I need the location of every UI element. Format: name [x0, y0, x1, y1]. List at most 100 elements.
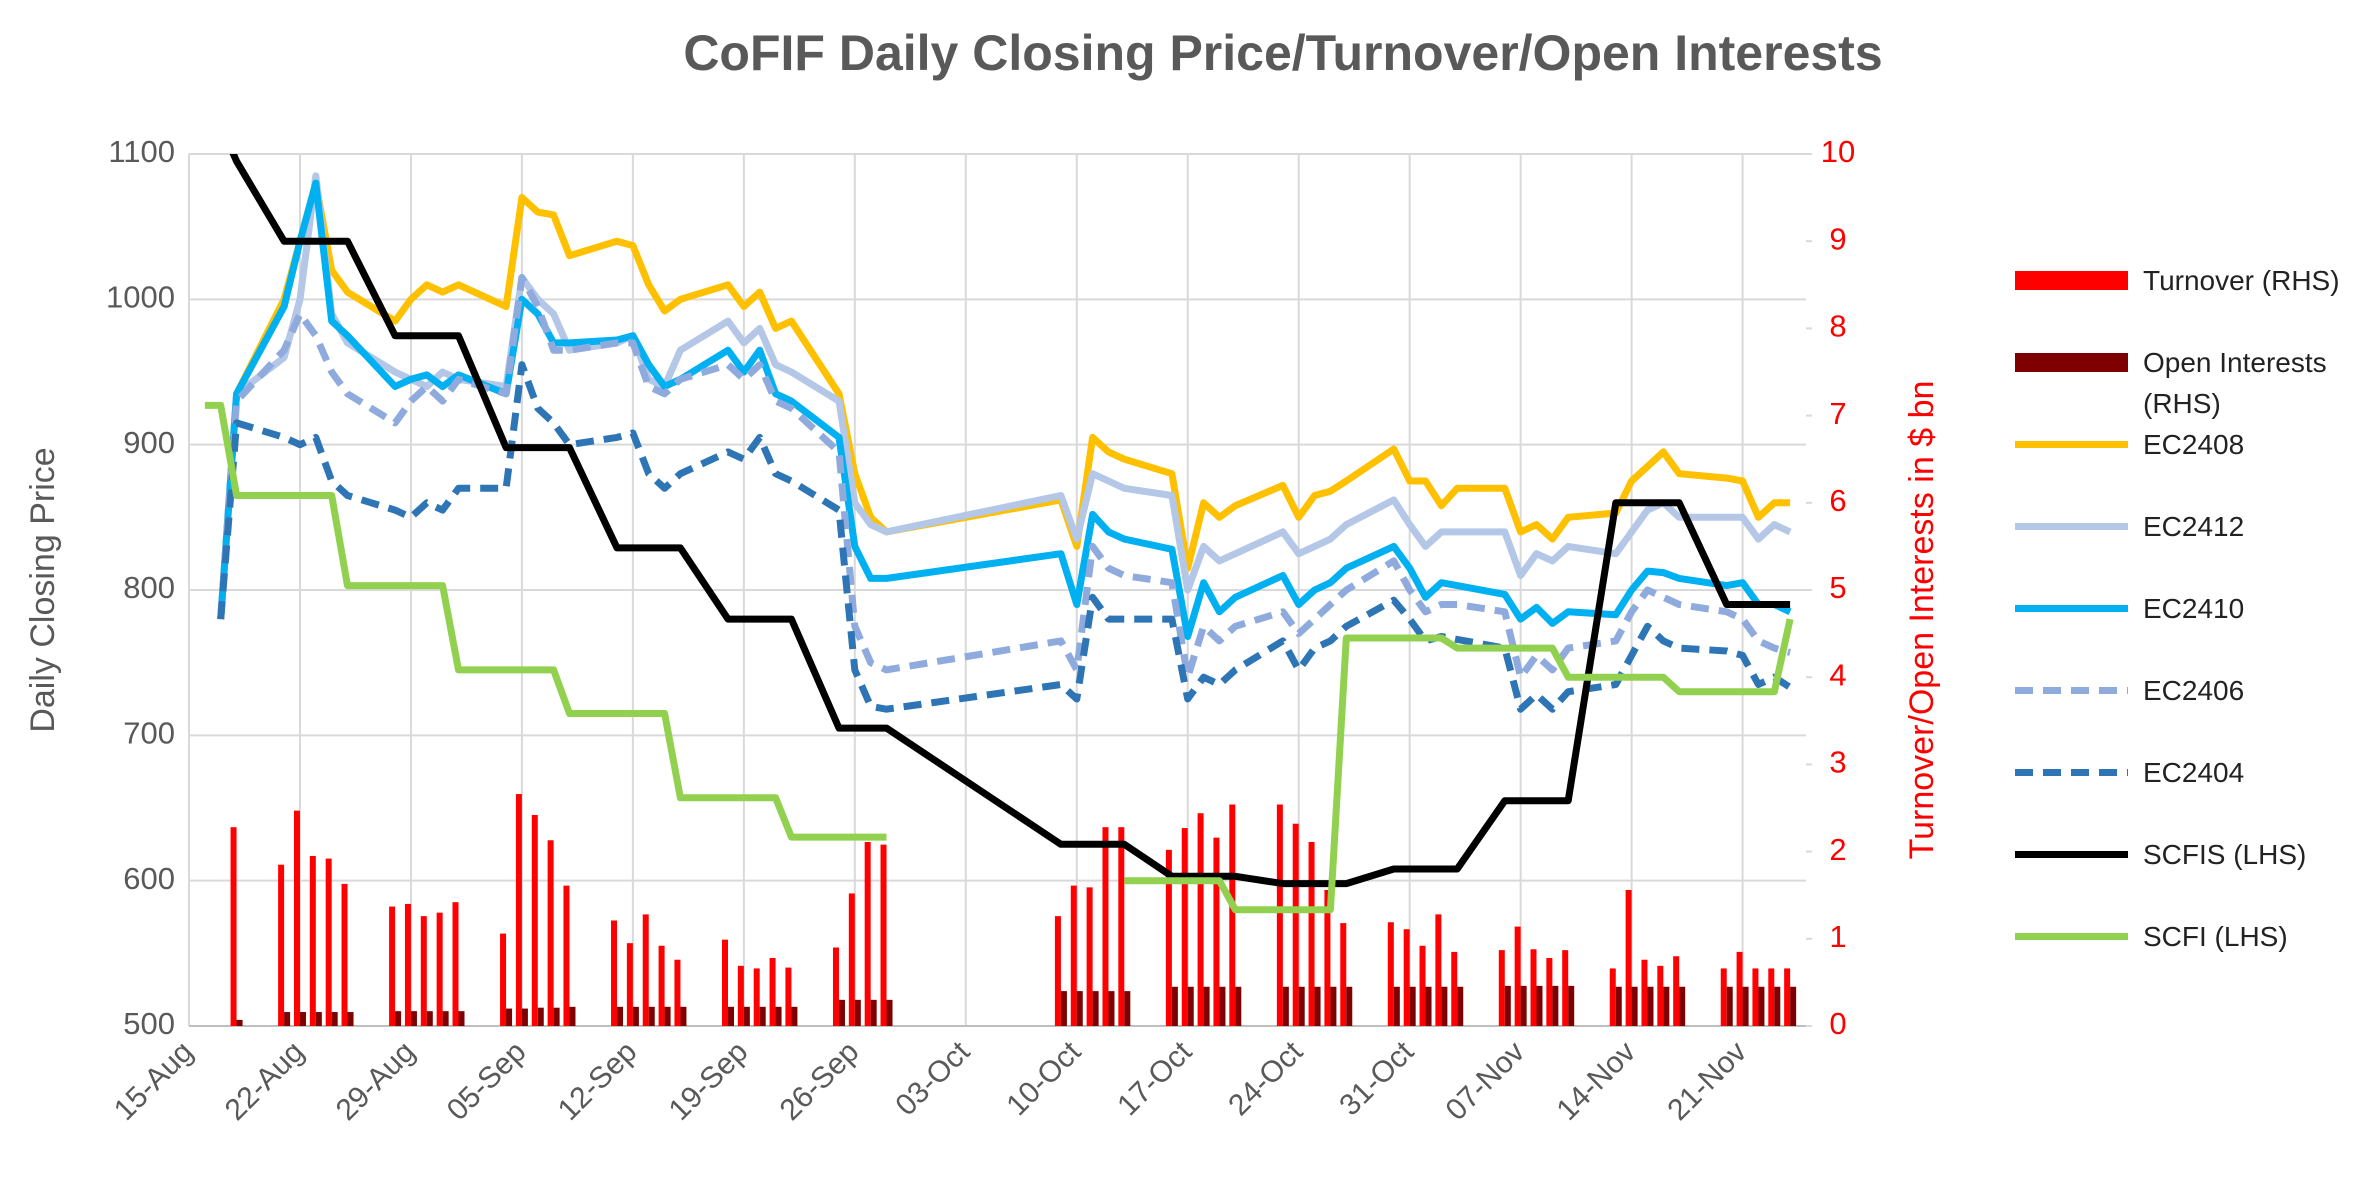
y2-tick-label: 6	[1829, 483, 1846, 518]
bar	[1457, 986, 1464, 1026]
y-axis-label: Daily Closing Price	[24, 447, 62, 732]
bar	[452, 902, 459, 1026]
y2-axis-label: Turnover/Open Interests in $ bn	[1903, 381, 1941, 860]
bar	[553, 1007, 560, 1026]
bar	[737, 965, 744, 1026]
bar	[1187, 986, 1194, 1026]
bar	[1790, 986, 1797, 1026]
bar	[728, 1006, 734, 1026]
y-tick-label: 900	[123, 425, 175, 460]
bar	[531, 814, 538, 1026]
bar	[1568, 985, 1575, 1026]
bar	[658, 945, 665, 1026]
legend-entry: Open Interests (RHS)	[2015, 342, 2355, 424]
bar	[880, 844, 887, 1026]
y2-tick-label: 2	[1829, 832, 1846, 867]
bar	[1219, 986, 1226, 1026]
legend-label: Turnover (RHS)	[2143, 265, 2340, 296]
bar	[426, 1011, 433, 1026]
legend-label: EC2412	[2143, 511, 2245, 542]
legend-swatch	[2015, 441, 2128, 448]
bar	[1419, 945, 1426, 1026]
x-tick-label: 31-Oct	[1333, 1035, 1420, 1122]
bar	[1784, 968, 1791, 1026]
bar	[1092, 991, 1099, 1026]
bar	[743, 1006, 750, 1026]
bar	[1663, 986, 1670, 1026]
bar	[753, 968, 760, 1026]
bar	[854, 999, 861, 1026]
bar	[1070, 885, 1077, 1026]
plot-area	[204, 154, 1797, 1026]
legend-entry: EC2408	[2015, 424, 2355, 465]
bar	[1409, 986, 1416, 1026]
bar	[1108, 991, 1115, 1026]
y-tick-label: 500	[123, 1006, 175, 1041]
legend-swatch-mark	[2015, 353, 2128, 372]
y2-tick-label: 0	[1829, 1006, 1846, 1041]
bar	[674, 959, 681, 1026]
bar	[236, 1019, 243, 1026]
bar	[347, 1012, 354, 1026]
x-tick-label: 29-Aug	[330, 1035, 422, 1127]
legend-swatch	[2015, 353, 2128, 372]
bar	[1758, 986, 1765, 1026]
bar	[521, 1008, 528, 1026]
bar	[1673, 956, 1680, 1026]
bar	[626, 943, 633, 1026]
bar	[864, 842, 871, 1026]
bar	[642, 914, 649, 1026]
legend-swatch	[2015, 851, 2128, 858]
legend-entry: EC2410	[2015, 588, 2355, 629]
bar	[458, 1011, 465, 1026]
bar	[299, 1012, 306, 1026]
bar	[886, 999, 893, 1026]
bar	[1387, 922, 1394, 1026]
legend-entry: Turnover (RHS)	[2015, 260, 2355, 301]
bar	[436, 912, 443, 1026]
bar	[331, 1012, 338, 1026]
bar	[1229, 804, 1236, 1026]
y-tick-label: 600	[123, 861, 175, 896]
bar	[410, 1011, 417, 1026]
bar	[1292, 823, 1299, 1026]
legend-entry: SCFIS (LHS)	[2015, 834, 2355, 875]
bar	[309, 855, 316, 1026]
bar	[785, 967, 792, 1026]
bar	[1720, 968, 1727, 1026]
bar	[1213, 837, 1220, 1026]
bar	[1235, 986, 1242, 1026]
bar	[1625, 889, 1632, 1026]
bar	[775, 1006, 782, 1026]
bar	[1615, 986, 1622, 1026]
bar	[1403, 929, 1410, 1026]
y2-tick-label: 9	[1829, 221, 1846, 256]
bar	[1054, 916, 1061, 1026]
line	[204, 401, 887, 841]
y2-tick-label: 7	[1829, 396, 1846, 431]
y-tick-label: 1100	[108, 134, 175, 169]
legend-label: SCFIS (LHS)	[2143, 839, 2307, 870]
legend-label: Open Interests (RHS)	[2143, 347, 2327, 419]
x-tick-label: 07-Nov	[1439, 1035, 1531, 1127]
bar	[1514, 926, 1521, 1026]
bar	[1314, 986, 1321, 1026]
bar	[617, 1006, 624, 1026]
bar	[1330, 986, 1337, 1026]
bar	[838, 999, 845, 1026]
bar	[1498, 950, 1505, 1026]
y-tick-label: 700	[123, 716, 175, 751]
bar	[769, 957, 776, 1026]
legend-label: EC2408	[2143, 429, 2245, 460]
bar	[1657, 965, 1664, 1026]
legend-label: SCFI (LHS)	[2143, 921, 2288, 952]
bar	[325, 858, 332, 1026]
bar	[315, 1012, 322, 1026]
bar	[1171, 986, 1178, 1026]
bar	[1774, 986, 1781, 1026]
bar	[1435, 914, 1442, 1026]
bar	[1726, 986, 1733, 1026]
bar	[341, 883, 348, 1026]
bar	[1060, 991, 1067, 1026]
